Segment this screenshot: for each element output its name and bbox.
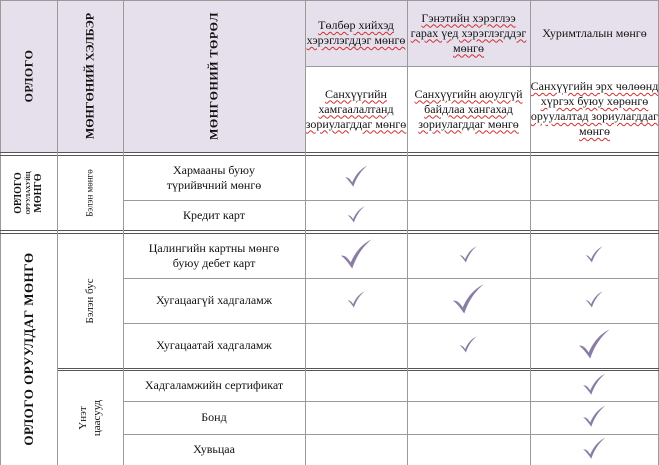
- check-icon: [584, 245, 604, 265]
- header-col3-top-cell: [530, 0, 659, 66]
- header-col3-sub: Санхүүгийн эрх чөлөөнд хүргэх буюу хөрөн…: [530, 79, 659, 138]
- check-icon: [346, 290, 366, 310]
- check-icon: [458, 245, 478, 265]
- row-label: Хувьцаа: [193, 442, 235, 456]
- row-label: Цалингийн картны мөнгө буюу дебет карт: [148, 240, 280, 270]
- row-label: Хармааны буюу түрийвчний мөнгө: [166, 162, 262, 192]
- header-col1-sub: Санхүүгийн хамгаалалтанд зориулагддаг мө…: [305, 86, 407, 131]
- check-icon: [581, 436, 607, 462]
- row-label: Хугацаатай хадгаламж: [156, 338, 272, 352]
- row-label: Хугацаагүй хадгаламж: [155, 293, 273, 307]
- check-icon: [584, 290, 604, 310]
- header-col1-top-cell: [305, 0, 407, 66]
- check-icon: [458, 335, 478, 355]
- check-icon: [450, 282, 486, 318]
- check-icon: [581, 404, 607, 430]
- check-icon: [338, 237, 374, 273]
- row-label: Кредит карт: [182, 207, 245, 222]
- header-col2-top-cell: [407, 0, 530, 66]
- header-col2-sub: Санхүүгийн аюулгүй байдлаа хангахад зори…: [414, 86, 523, 131]
- header-col3-top: Хуримтлалын мөнгө: [542, 25, 647, 40]
- check-icon: [343, 164, 369, 190]
- header-income-cell: [0, 0, 57, 152]
- check-icon: [576, 327, 612, 363]
- row-label: Хадгаламжийн сертификат: [144, 378, 284, 392]
- check-icon: [346, 205, 366, 225]
- header-money-type-cell: [123, 0, 305, 152]
- check-icon: [581, 372, 607, 398]
- header-col2-top: Гэнэтийн хэрэглээ гарах үед хэрэглэгддэг…: [410, 10, 527, 55]
- row-label: Бонд: [201, 410, 227, 424]
- header-col1-top: Төлбөр хийхэд хэрэглэгддэг мөнгө: [306, 18, 406, 47]
- header-money-tool-cell: [57, 0, 123, 152]
